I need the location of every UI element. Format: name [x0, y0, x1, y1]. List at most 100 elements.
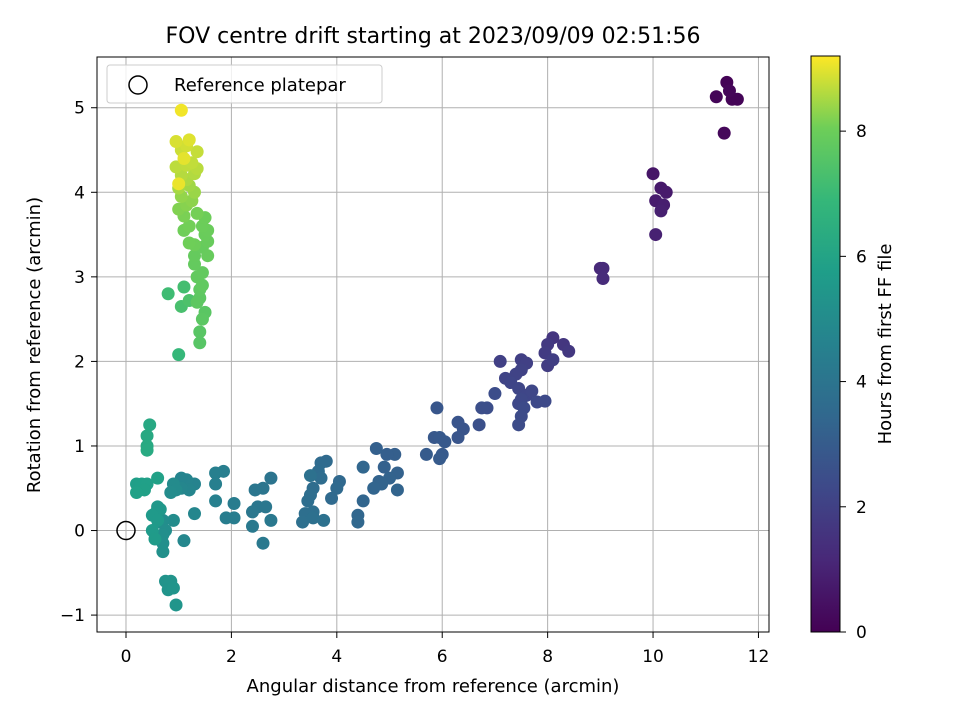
data-point: [169, 160, 183, 174]
data-point: [356, 460, 370, 474]
data-point: [472, 418, 486, 432]
data-point: [419, 447, 433, 461]
chart-title: FOV centre drift starting at 2023/09/09 …: [166, 24, 701, 49]
data-point: [301, 494, 315, 508]
data-point: [130, 485, 144, 499]
data-point: [430, 401, 444, 415]
data-point: [356, 494, 370, 508]
data-point: [190, 295, 204, 309]
data-point: [380, 447, 394, 461]
data-point: [151, 471, 165, 485]
x-axis-label: Angular distance from reference (arcmin): [247, 676, 620, 697]
data-point: [451, 431, 465, 445]
x-tick-label: 12: [748, 647, 770, 667]
data-point: [172, 348, 186, 362]
data-point: [182, 219, 196, 233]
data-point: [488, 387, 502, 401]
data-point: [190, 145, 204, 159]
data-point: [182, 236, 196, 250]
data-point: [377, 460, 391, 474]
x-tick-label: 4: [331, 647, 342, 667]
data-point: [227, 496, 241, 510]
data-point: [493, 354, 507, 368]
y-tick-label: −1: [60, 606, 85, 626]
data-point: [195, 266, 209, 280]
data-point: [562, 344, 576, 358]
legend: Reference platepar: [106, 64, 383, 104]
y-tick-label: 4: [74, 183, 85, 203]
data-point: [475, 401, 489, 415]
data-point: [709, 90, 723, 104]
data-point: [182, 133, 196, 147]
data-point: [325, 491, 339, 505]
data-point: [730, 92, 744, 106]
data-point: [717, 126, 731, 140]
data-point: [201, 249, 215, 263]
data-point: [156, 545, 170, 559]
data-point: [451, 415, 465, 429]
legend-marker-icon: [128, 75, 148, 95]
data-point: [525, 384, 539, 398]
data-point: [174, 103, 188, 117]
x-tick-label: 6: [437, 647, 448, 667]
x-tick-label: 10: [642, 647, 664, 667]
data-point: [317, 513, 331, 527]
data-point: [169, 135, 183, 149]
data-point: [195, 312, 209, 326]
data-point: [538, 394, 552, 408]
data-point: [164, 485, 178, 499]
plot-frame: [96, 56, 770, 633]
data-point: [193, 336, 207, 350]
data-point: [649, 228, 663, 242]
data-point: [166, 581, 180, 595]
colorbar-tick-label: 2: [856, 498, 867, 518]
data-point: [166, 513, 180, 527]
colorbar-tick-label: 4: [856, 373, 867, 393]
colorbar: 0 2 4 6 8 Hours from first FF file: [810, 55, 896, 643]
y-axis-ticks: −1 0 1 2 3 4 5: [60, 99, 97, 626]
data-point: [596, 272, 610, 286]
y-tick-label: 2: [74, 352, 85, 372]
x-tick-label: 0: [121, 647, 132, 667]
colorbar-ticks: 0 2 4 6 8: [840, 122, 867, 643]
data-point: [177, 280, 191, 294]
data-point: [433, 452, 447, 466]
data-point: [314, 471, 328, 485]
reference-platepar-marker: [116, 520, 136, 541]
colorbar-tick-label: 6: [856, 247, 867, 267]
colorbar-tick-label: 0: [856, 623, 867, 643]
data-point: [390, 483, 404, 497]
data-point: [546, 353, 560, 367]
data-point: [140, 429, 154, 443]
data-point: [367, 481, 381, 495]
data-point: [259, 500, 273, 514]
legend-box: [106, 64, 383, 104]
data-point: [330, 481, 344, 495]
data-point: [722, 84, 736, 98]
legend-entry-reference: Reference platepar: [174, 75, 346, 96]
data-point: [161, 287, 175, 301]
data-point: [351, 515, 365, 529]
data-point: [209, 477, 223, 491]
data-point: [659, 185, 673, 199]
data-point: [190, 206, 204, 220]
y-tick-label: 1: [74, 437, 85, 457]
data-point: [646, 167, 660, 181]
data-point: [151, 513, 165, 527]
data-point: [140, 443, 154, 457]
data-point: [188, 249, 202, 263]
y-tick-label: 3: [74, 268, 85, 288]
data-point: [245, 505, 259, 519]
data-point: [264, 471, 278, 485]
colorbar-tick-label: 8: [856, 122, 867, 142]
colorbar-gradient: [810, 55, 841, 633]
data-point: [143, 418, 157, 432]
data-point: [306, 511, 320, 525]
data-point: [296, 515, 310, 529]
y-tick-label: 5: [74, 99, 85, 119]
data-point: [219, 511, 233, 525]
data-point: [169, 598, 183, 612]
data-point: [148, 532, 162, 546]
colorbar-label: Hours from first FF file: [875, 244, 896, 445]
